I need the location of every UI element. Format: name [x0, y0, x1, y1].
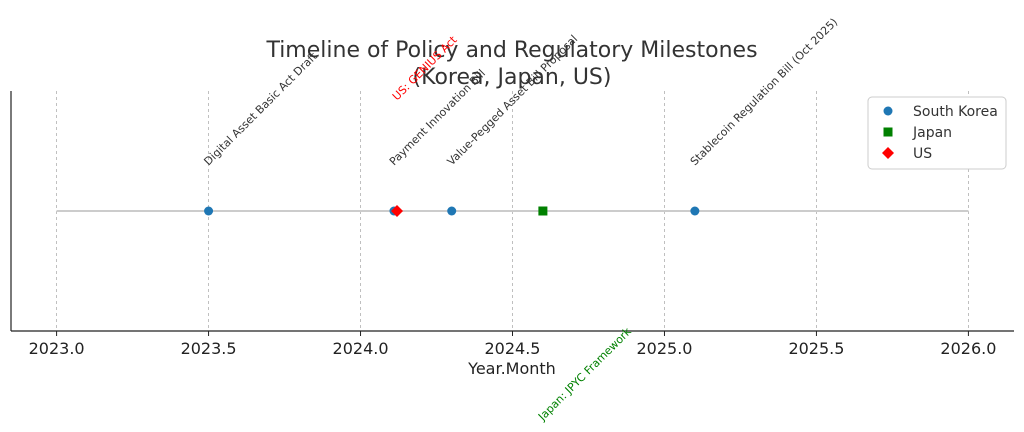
legend-japan-marker: [883, 127, 893, 137]
south-korea-event-label: Digital Asset Basic Act Draft: [201, 49, 320, 168]
x-tick-label: 2024.0: [333, 339, 389, 358]
x-tick-label: 2026.0: [940, 339, 996, 358]
south-korea-marker: [447, 206, 457, 216]
x-tick-label: 2023.5: [181, 339, 237, 358]
legend-south-korea-marker: [883, 106, 893, 116]
chart-title-line-2: (Korea, Japan, US): [413, 65, 612, 90]
data-points: [204, 205, 700, 217]
x-tick-label: 2025.5: [788, 339, 844, 358]
legend: South Korea Japan US: [867, 96, 1007, 170]
chart-title-line-1: Timeline of Policy and Regulatory Milest…: [265, 38, 757, 63]
south-korea-marker: [204, 206, 214, 216]
south-korea-marker: [690, 206, 700, 216]
japan-marker: [538, 206, 548, 216]
legend-box: [867, 96, 1007, 170]
x-axis-label: Year.Month: [467, 359, 556, 378]
legend-japan-label: Japan: [912, 125, 952, 141]
chart-title: Timeline of Policy and Regulatory Milest…: [265, 38, 757, 90]
x-tick-label: 2025.0: [636, 339, 692, 358]
x-tick-label: 2024.5: [485, 339, 541, 358]
legend-us-label: US: [913, 146, 932, 162]
legend-south-korea-label: South Korea: [913, 104, 998, 120]
x-tick-label: 2023.0: [29, 339, 85, 358]
legend-us-marker: [882, 147, 894, 159]
us-marker: [391, 205, 404, 217]
x-tick-labels: 2023.0 2023.5 2024.0 2024.5 2025.0 2025.5 2026…: [29, 331, 996, 358]
